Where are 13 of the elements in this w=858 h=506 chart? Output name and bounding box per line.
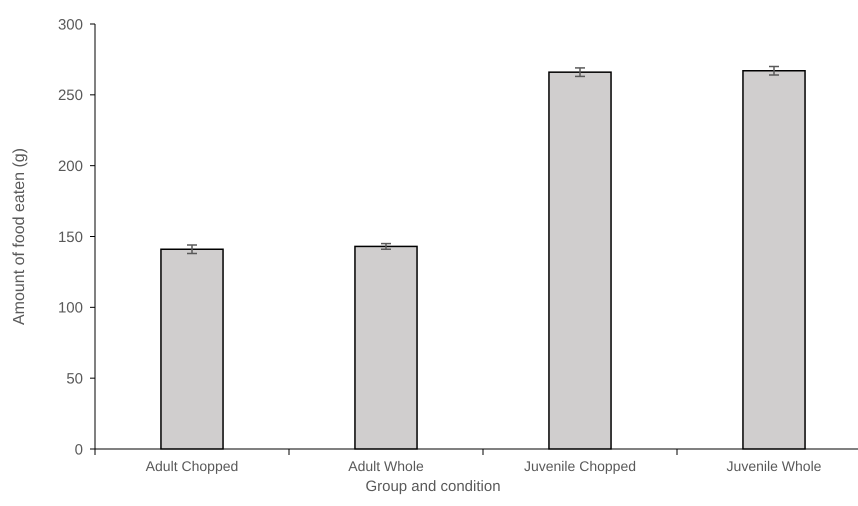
y-tick-label: 50 (66, 370, 83, 388)
x-tick-label: Adult Chopped (146, 458, 238, 474)
y-tick-label: 200 (58, 158, 83, 175)
x-tick-label: Adult Whole (348, 458, 424, 474)
x-axis-title: Group and condition (365, 478, 501, 495)
y-tick-label: 0 (74, 441, 83, 458)
y-axis-title: Amount of food eaten (g) (11, 148, 28, 325)
y-tick-label: 250 (58, 87, 83, 104)
x-tick-label: Juvenile Chopped (524, 458, 636, 474)
y-tick-label: 100 (58, 300, 83, 317)
y-tick-label: 300 (58, 16, 83, 34)
x-tick-label: Juvenile Whole (726, 458, 822, 474)
y-tick-label: 150 (58, 228, 83, 246)
